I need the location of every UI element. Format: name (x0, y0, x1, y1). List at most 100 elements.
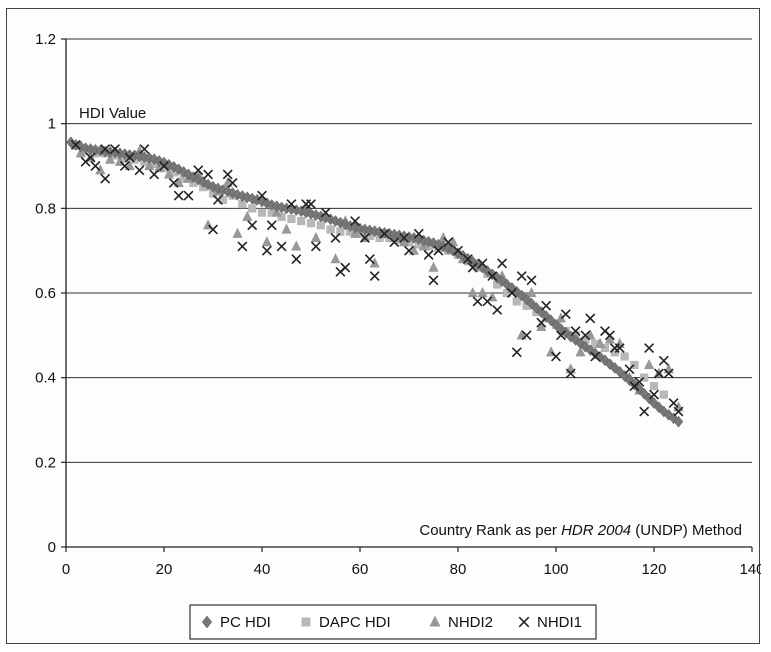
y-axis-label: HDI Value (79, 105, 146, 122)
data-point-nhdi1 (261, 245, 272, 256)
data-point-nhdi1 (404, 245, 414, 256)
data-point-nhdi2 (163, 168, 174, 179)
data-point-nhdi2 (281, 223, 292, 234)
data-point-nhdi1 (100, 144, 111, 155)
data-point-nhdi1 (663, 368, 674, 379)
data-point-nhdi1 (477, 258, 488, 269)
data-point-dapc-hdi (316, 221, 325, 230)
data-point-pc-hdi (75, 140, 86, 153)
data-point-dapc-hdi (600, 343, 610, 353)
data-point-nhdi1 (482, 296, 493, 307)
y-tick-label: 1 (48, 116, 56, 133)
data-point-nhdi2 (595, 337, 606, 348)
data-point-nhdi2 (526, 287, 537, 298)
data-point-nhdi1 (536, 317, 547, 328)
data-point-dapc-hdi (512, 297, 521, 306)
data-point-nhdi1 (237, 241, 248, 252)
data-point-nhdi1 (570, 326, 581, 337)
data-point-nhdi2 (555, 312, 566, 323)
series-nhdi1 (70, 139, 684, 417)
data-point-nhdi1 (134, 165, 145, 176)
data-point-nhdi1 (497, 258, 508, 269)
data-point-nhdi1 (359, 233, 370, 243)
chart-frame: 0 0.2 0.4 0.6 0.8 1 1.2 0 20 40 60 80 100 120 140 HDI… (6, 8, 765, 644)
data-point-dapc-hdi (248, 204, 257, 213)
data-point-nhdi1 (624, 364, 635, 375)
data-point-nhdi1 (310, 241, 321, 252)
data-point-pc-hdi (188, 171, 199, 183)
x-tick-label: 100 (543, 561, 568, 578)
data-point-nhdi2 (105, 153, 116, 164)
legend-marker-nhdi1 (518, 616, 530, 628)
data-point-nhdi2 (75, 147, 86, 158)
data-point-nhdi1 (521, 330, 532, 341)
legend-marker-nhdi2 (429, 615, 441, 627)
data-point-nhdi1 (389, 237, 400, 248)
data-point-pc-hdi (453, 247, 463, 260)
data-point-nhdi1 (443, 237, 454, 248)
data-point-nhdi1 (139, 144, 150, 155)
x-tick-label: 40 (254, 561, 271, 578)
data-point-nhdi2 (467, 287, 478, 298)
data-point-nhdi1 (492, 304, 503, 315)
data-point-nhdi1 (668, 398, 679, 409)
data-point-dapc-hdi (297, 216, 306, 226)
x-tick-label: 140 (739, 561, 761, 578)
data-point-nhdi1 (413, 228, 424, 239)
y-tick-label: 1.2 (35, 31, 56, 48)
x-axis-label-part: Country Rank as per (419, 522, 561, 539)
data-point-nhdi1 (604, 330, 615, 341)
data-point-nhdi2 (232, 227, 243, 238)
data-point-nhdi1 (203, 169, 214, 180)
data-point-nhdi2 (261, 236, 272, 247)
data-point-dapc-hdi (620, 352, 629, 361)
data-point-nhdi1 (506, 288, 517, 298)
x-tick-label: 80 (450, 561, 467, 578)
data-point-dapc-hdi (649, 382, 659, 391)
x-tick-label: 20 (156, 561, 173, 578)
data-point-nhdi1 (168, 177, 179, 188)
data-point-nhdi1 (541, 300, 552, 311)
data-point-nhdi2 (673, 401, 684, 412)
data-point-nhdi1 (399, 233, 410, 243)
data-point-dapc-hdi (336, 227, 345, 236)
y-tick-label: 0.8 (35, 200, 56, 217)
data-point-nhdi1 (649, 389, 659, 400)
data-point-nhdi1 (462, 254, 473, 265)
hdi-scatter-chart: 0 0.2 0.4 0.6 0.8 1 1.2 0 20 40 60 80 100 120 140 HDI… (35, 31, 765, 640)
data-point-nhdi1 (433, 245, 444, 256)
y-tick-label: 0.2 (35, 454, 56, 471)
data-point-pc-hdi (66, 136, 76, 149)
data-point-nhdi1 (364, 254, 375, 265)
data-point-nhdi1 (173, 190, 184, 201)
series-nhdi2 (75, 145, 684, 412)
series-dapc-hdi (71, 141, 668, 399)
data-point-pc-hdi (673, 415, 684, 428)
data-point-nhdi1 (639, 406, 650, 417)
legend-box (189, 604, 597, 640)
data-point-nhdi1 (467, 262, 478, 273)
x-axis-label-part: HDR 2004 (561, 522, 631, 539)
data-point-nhdi1 (428, 275, 439, 286)
data-point-nhdi1 (85, 152, 96, 163)
data-point-dapc-hdi (306, 219, 316, 228)
legend-label: NHDI2 (448, 614, 493, 631)
data-point-nhdi2 (575, 346, 586, 357)
data-point-nhdi1 (212, 194, 223, 205)
data-point-nhdi1 (560, 309, 571, 320)
legend-marker-dapc-hdi (301, 617, 311, 627)
data-point-nhdi1 (330, 233, 341, 243)
data-point-nhdi1 (291, 254, 302, 265)
data-point-pc-hdi (149, 153, 159, 166)
data-point-nhdi2 (477, 287, 488, 298)
x-tick-labels: 0 20 40 60 80 100 120 140 (62, 547, 765, 578)
data-point-pc-hdi (164, 158, 174, 171)
data-point-nhdi1 (266, 220, 277, 231)
data-point-nhdi1 (208, 224, 218, 235)
data-point-nhdi1 (119, 161, 130, 171)
data-point-nhdi1 (70, 139, 81, 150)
data-point-pc-hdi (198, 176, 208, 188)
legend-label: DAPC HDI (319, 614, 391, 631)
data-point-pc-hdi (502, 278, 512, 291)
data-point-nhdi1 (90, 161, 101, 171)
